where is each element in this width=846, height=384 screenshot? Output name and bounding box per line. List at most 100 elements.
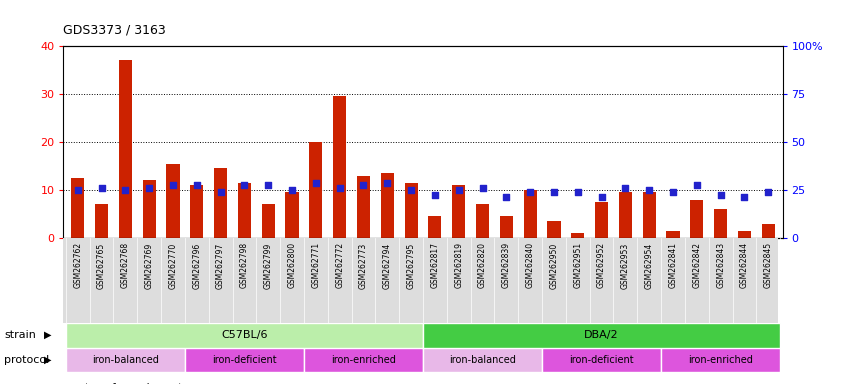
Text: GSM262840: GSM262840 <box>525 242 535 288</box>
Bar <box>143 180 156 238</box>
Text: GSM262772: GSM262772 <box>335 242 344 288</box>
Point <box>71 187 85 193</box>
Bar <box>595 202 608 238</box>
Bar <box>452 185 465 238</box>
Bar <box>738 231 751 238</box>
Point <box>618 185 632 191</box>
Text: GSM262953: GSM262953 <box>621 242 630 288</box>
Text: GSM262819: GSM262819 <box>454 242 464 288</box>
Bar <box>381 173 394 238</box>
Text: protocol: protocol <box>4 355 49 365</box>
Text: GSM262817: GSM262817 <box>431 242 439 288</box>
Bar <box>238 183 251 238</box>
Bar <box>524 190 536 238</box>
Text: GDS3373 / 3163: GDS3373 / 3163 <box>63 23 166 36</box>
Text: GSM262839: GSM262839 <box>502 242 511 288</box>
Bar <box>167 164 179 238</box>
Bar <box>714 209 728 238</box>
Text: GSM262950: GSM262950 <box>549 242 558 288</box>
Point <box>142 185 156 191</box>
Bar <box>185 348 304 372</box>
Bar <box>547 221 561 238</box>
Text: GSM262796: GSM262796 <box>192 242 201 288</box>
Point <box>690 182 704 188</box>
Text: DBA/2: DBA/2 <box>585 330 619 340</box>
Bar <box>423 323 780 348</box>
Bar <box>118 60 132 238</box>
Bar <box>310 142 322 238</box>
Bar <box>404 183 418 238</box>
Text: GSM262843: GSM262843 <box>717 242 725 288</box>
Bar <box>261 204 275 238</box>
Text: iron-deficient: iron-deficient <box>569 355 634 365</box>
Point <box>595 194 608 200</box>
Bar <box>304 348 423 372</box>
Text: ▶: ▶ <box>44 355 52 365</box>
Text: GSM262770: GSM262770 <box>168 242 178 288</box>
Text: GSM262841: GSM262841 <box>668 242 678 288</box>
Bar <box>357 176 370 238</box>
Text: iron-balanced: iron-balanced <box>92 355 159 365</box>
Point <box>642 187 656 193</box>
Point <box>381 180 394 186</box>
Point <box>95 185 108 191</box>
Text: GSM262951: GSM262951 <box>574 242 582 288</box>
Point <box>238 182 251 188</box>
Point <box>667 189 680 195</box>
Point <box>357 182 371 188</box>
Bar <box>428 217 442 238</box>
Text: iron-enriched: iron-enriched <box>688 355 753 365</box>
Point <box>475 185 489 191</box>
Text: GSM262954: GSM262954 <box>645 242 654 288</box>
Bar <box>214 169 228 238</box>
Bar <box>95 204 108 238</box>
Point <box>524 189 537 195</box>
Point <box>571 189 585 195</box>
Text: iron-enriched: iron-enriched <box>331 355 396 365</box>
Point <box>190 182 204 188</box>
Bar <box>571 233 585 238</box>
Bar <box>333 96 346 238</box>
Bar <box>190 185 203 238</box>
Text: ▶: ▶ <box>44 330 52 340</box>
Text: GSM262844: GSM262844 <box>740 242 749 288</box>
Point <box>738 194 751 200</box>
Text: GSM262771: GSM262771 <box>311 242 321 288</box>
Bar <box>618 192 632 238</box>
Bar <box>643 192 656 238</box>
Bar <box>542 348 661 372</box>
Bar <box>285 192 299 238</box>
Bar <box>66 323 423 348</box>
Text: strain: strain <box>4 330 36 340</box>
Point <box>118 187 132 193</box>
Point <box>166 182 179 188</box>
Text: GSM262765: GSM262765 <box>97 242 106 288</box>
Text: ■: ■ <box>63 381 75 384</box>
Bar <box>423 348 542 372</box>
Text: GSM262845: GSM262845 <box>764 242 772 288</box>
Text: iron-balanced: iron-balanced <box>449 355 516 365</box>
Point <box>714 192 728 198</box>
Bar <box>500 217 513 238</box>
Text: GSM262795: GSM262795 <box>407 242 415 288</box>
Text: GSM262794: GSM262794 <box>382 242 392 288</box>
Point <box>452 187 465 193</box>
Text: C57BL/6: C57BL/6 <box>221 330 267 340</box>
Text: GSM262842: GSM262842 <box>692 242 701 288</box>
Text: GSM262800: GSM262800 <box>288 242 297 288</box>
Point <box>285 187 299 193</box>
Point <box>404 187 418 193</box>
Text: GSM262798: GSM262798 <box>240 242 249 288</box>
Text: GSM262952: GSM262952 <box>597 242 606 288</box>
Bar <box>690 200 703 238</box>
Text: transformed count: transformed count <box>85 383 182 384</box>
Text: GSM262820: GSM262820 <box>478 242 487 288</box>
Text: GSM262799: GSM262799 <box>264 242 272 288</box>
Bar <box>66 348 185 372</box>
Text: GSM262773: GSM262773 <box>359 242 368 288</box>
Point <box>547 189 561 195</box>
Point <box>261 182 275 188</box>
Text: GSM262769: GSM262769 <box>145 242 154 288</box>
Point <box>428 192 442 198</box>
Text: GSM262768: GSM262768 <box>121 242 129 288</box>
